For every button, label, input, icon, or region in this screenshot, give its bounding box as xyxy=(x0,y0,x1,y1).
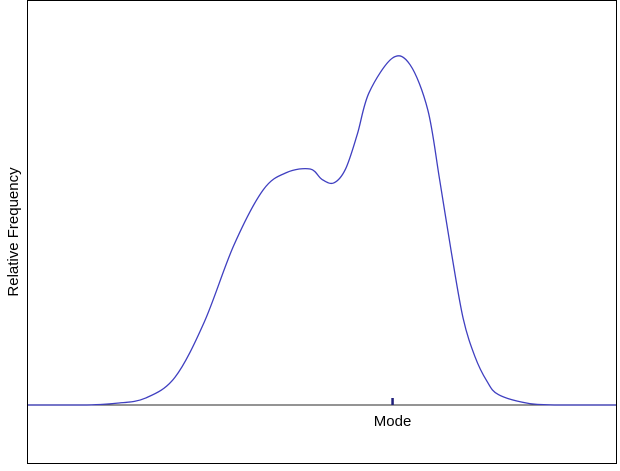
annotation-layer: Mode xyxy=(374,398,412,430)
series-layer xyxy=(28,55,616,406)
plot-frame xyxy=(27,0,617,464)
mode-label-0: Mode xyxy=(374,413,412,430)
density-curve-0 xyxy=(28,55,616,406)
y-axis-label: Relative Frequency xyxy=(5,167,22,297)
